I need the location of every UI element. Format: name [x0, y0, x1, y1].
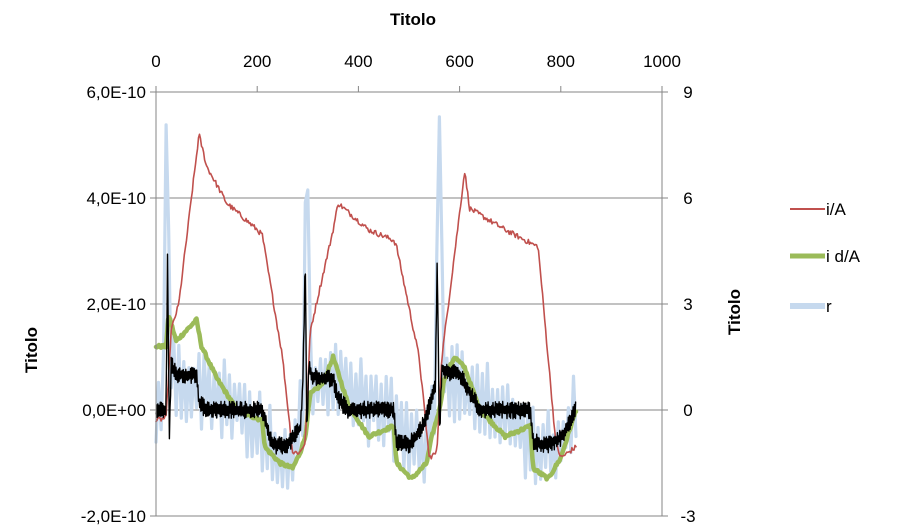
y-left-tick-label: 2,0E-10 — [86, 295, 146, 314]
series-line-unlabeled — [155, 253, 577, 455]
x-tick-label: 400 — [344, 52, 372, 71]
series-line-i-a — [155, 133, 577, 460]
series-line-r — [154, 115, 578, 490]
y-left-tick-label: 0,0E+00 — [82, 401, 146, 420]
x-tick-label: 800 — [547, 52, 575, 71]
legend-label-i-a: i/A — [826, 200, 847, 219]
x-axis-title: Titolo — [390, 10, 436, 29]
y-right-tick-label: 0 — [683, 401, 692, 420]
x-tick-label: 200 — [243, 52, 271, 71]
y-left-tick-label: 6,0E-10 — [86, 83, 146, 102]
y-right-tick-label: 6 — [683, 189, 692, 208]
legend-label-r: r — [826, 297, 832, 316]
x-tick-label: 600 — [445, 52, 473, 71]
plot-area — [153, 115, 579, 490]
y-left-tick-label: -2,0E-10 — [81, 507, 146, 526]
y-left-tick-label: 4,0E-10 — [86, 189, 146, 208]
x-tick-label: 0 — [151, 52, 160, 71]
legend: i/A i d/A r — [790, 200, 861, 316]
y-right-axis-title: Titolo — [725, 289, 744, 335]
legend-label-i-d-a: i d/A — [826, 247, 861, 266]
tick-labels: -2,0E-10 0,0E+00 2,0E-10 4,0E-10 6,0E-10 -3 0 3… — [81, 52, 696, 526]
series-line-i-d-a — [153, 314, 579, 482]
axes — [150, 86, 668, 517]
y-left-axis-title: Titolo — [22, 327, 41, 373]
x-tick-label: 1000 — [643, 52, 681, 71]
y-right-tick-label: -3 — [680, 507, 695, 526]
y-right-tick-label: 9 — [683, 83, 692, 102]
y-right-tick-label: 3 — [683, 295, 692, 314]
